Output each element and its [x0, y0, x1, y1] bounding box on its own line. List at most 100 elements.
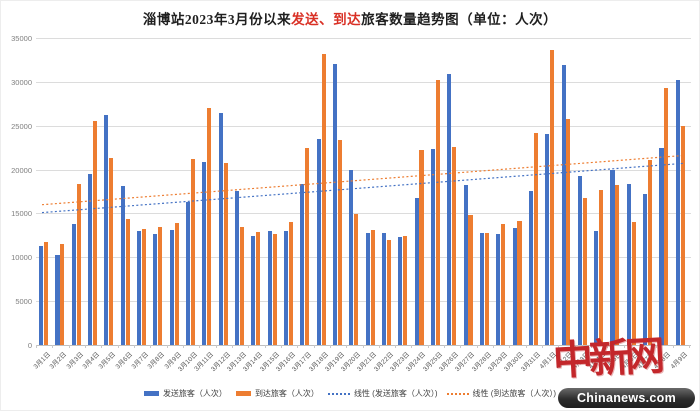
bar-arrive: [256, 231, 261, 345]
y-axis-tick-label: 5000: [15, 297, 32, 307]
bar-send: [332, 64, 338, 345]
gridline: [36, 125, 691, 127]
x-axis-tick: [166, 345, 168, 348]
x-axis-tick: [182, 345, 184, 348]
bar-send: [316, 138, 321, 345]
bar-arrive: [566, 118, 571, 345]
gridline: [36, 257, 691, 259]
bar-arrive: [141, 229, 147, 345]
x-axis-line: [36, 345, 691, 346]
bar-send: [381, 232, 387, 345]
x-axis-tick: [297, 345, 299, 348]
legend-swatch-icon: [143, 391, 159, 396]
y-axis-tick-label: 15000: [11, 209, 32, 219]
chinanews-banner: Chinanews.com: [558, 388, 695, 408]
y-axis-tick-label: 30000: [11, 77, 32, 87]
y-axis-tick-label: 20000: [11, 165, 32, 175]
bar-arrive: [533, 132, 538, 345]
bar-send: [675, 80, 680, 345]
x-axis-tick: [84, 345, 86, 348]
bar-send: [430, 149, 435, 345]
x-axis-tick: [689, 345, 690, 348]
bar-arrive: [272, 234, 277, 345]
x-axis-tick: [215, 345, 217, 348]
bar-arrive: [109, 158, 114, 345]
bar-arrive: [337, 139, 342, 345]
chinanews-logo-text: 中新网: [551, 333, 663, 384]
bar-send: [594, 230, 599, 345]
bar-send: [55, 254, 60, 345]
bar-arrive: [92, 121, 98, 345]
x-axis-tick: [101, 345, 103, 348]
bar-send: [545, 134, 550, 345]
x-axis-tick: [264, 345, 266, 348]
bar-arrive: [174, 223, 179, 345]
bar-arrive: [76, 183, 81, 345]
x-axis-tick: [231, 345, 233, 348]
legend-swatch-icon: [235, 391, 251, 396]
x-axis-tick: [476, 345, 478, 348]
gridline: [36, 301, 691, 303]
trendline-arrive: [41, 154, 684, 206]
bar-arrive: [550, 50, 555, 345]
bar-arrive: [484, 232, 489, 345]
bar-send: [610, 170, 615, 345]
bar-send: [202, 161, 207, 345]
bar-arrive: [354, 214, 359, 345]
x-axis-tick: [574, 345, 576, 348]
bar-send: [463, 185, 468, 345]
bar-send: [512, 228, 517, 345]
bar-arrive: [125, 218, 130, 345]
gridline: [36, 213, 691, 215]
x-axis-tick: [378, 345, 380, 348]
x-axis-tick: [52, 345, 54, 348]
x-axis-tick: [199, 345, 201, 348]
legend-item-1: 到达旅客（人次）: [235, 388, 319, 399]
bar-arrive: [207, 108, 212, 345]
bar-send: [120, 186, 125, 345]
bar-send: [447, 73, 452, 345]
x-axis-tick: [362, 345, 364, 348]
legend-label: 线性 (到达旅客（人次）): [472, 389, 557, 398]
legend-item-2: 线性 (发送旅客（人次）): [327, 388, 438, 399]
bar-arrive: [435, 80, 440, 345]
bar-send: [528, 190, 533, 345]
y-axis-tick-label: 10000: [11, 253, 32, 263]
bar-arrive: [321, 53, 326, 345]
x-axis-tick: [542, 345, 544, 348]
legend-dotted-line-icon: [327, 392, 350, 395]
x-axis-tick: [607, 345, 609, 348]
x-axis-tick: [313, 345, 315, 348]
bar-send: [186, 202, 191, 345]
bar-send: [349, 170, 354, 345]
bar-arrive: [158, 227, 163, 345]
bar-arrive: [631, 222, 636, 345]
bar-arrive: [419, 150, 424, 345]
x-axis-tick: [346, 345, 348, 348]
bar-send: [88, 173, 93, 345]
x-axis-tick: [640, 345, 642, 348]
x-axis-tick: [411, 345, 413, 348]
legend-label: 到达旅客（人次）: [254, 389, 319, 398]
bar-arrive: [288, 222, 293, 345]
gridline: [36, 81, 691, 83]
bar-arrive: [223, 162, 228, 345]
x-axis-tick: [117, 345, 119, 348]
x-axis-tick: [444, 345, 446, 348]
bar-arrive: [370, 230, 375, 345]
y-axis-tick-label: 0: [27, 341, 32, 350]
bar-send: [39, 245, 44, 345]
x-axis-tick: [509, 345, 511, 348]
y-axis-tick-label: 25000: [11, 121, 32, 131]
bar-send: [71, 223, 76, 345]
title-highlight: 发送、到达: [291, 12, 362, 27]
x-axis-tick: [36, 345, 37, 348]
bar-arrive: [648, 159, 653, 345]
x-axis-tick: [672, 345, 674, 348]
bar-arrive: [239, 227, 244, 345]
bar-arrive: [60, 244, 65, 345]
bar-arrive: [44, 242, 49, 345]
y-axis-tick-label: 35000: [11, 34, 32, 43]
bar-arrive: [468, 215, 473, 345]
